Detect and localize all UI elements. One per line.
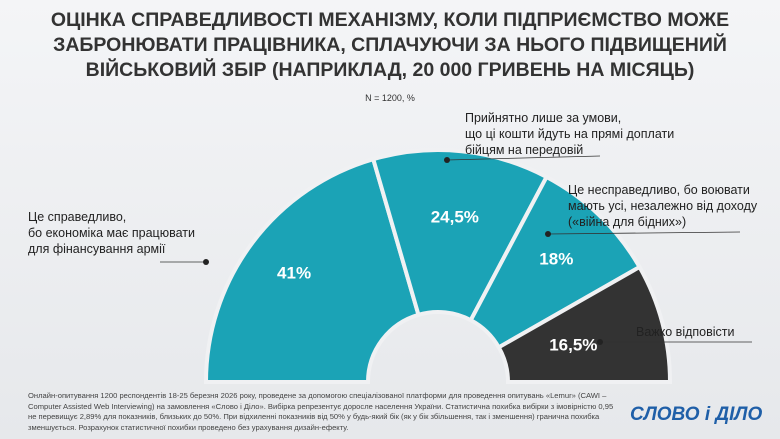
value-label: 41% (277, 263, 311, 282)
value-label: 24,5% (431, 207, 479, 226)
callout-dot (597, 339, 603, 345)
value-label: 18% (539, 249, 573, 268)
value-label: 16,5% (549, 336, 597, 355)
footnote: Онлайн-опитування 1200 респондентів 18-2… (28, 391, 614, 432)
slice (496, 264, 673, 384)
callout-line (547, 231, 741, 235)
chart-title: ОЦІНКА СПРАВЕДЛИВОСТІ МЕХАНІЗМУ, КОЛИ ПІ… (50, 9, 730, 81)
subtitle: N = 1200, % (365, 93, 415, 103)
callout-dot (203, 259, 209, 265)
slice (468, 174, 643, 351)
callout-dot (545, 231, 551, 237)
callout-dot (444, 157, 450, 163)
slice (370, 148, 550, 323)
category-label: Це несправедливо, бо воювати мають усі, … (568, 183, 758, 229)
slice (203, 156, 421, 384)
callout-line (446, 155, 601, 161)
category-label: Важко відповісти (636, 325, 735, 339)
category-label: Прийнятно лише за умови, що ці кошти йду… (465, 111, 675, 157)
logo: СЛОВО і ДІЛО (630, 404, 763, 425)
category-label: Це справедливо, бо економіка має працюва… (28, 210, 195, 256)
